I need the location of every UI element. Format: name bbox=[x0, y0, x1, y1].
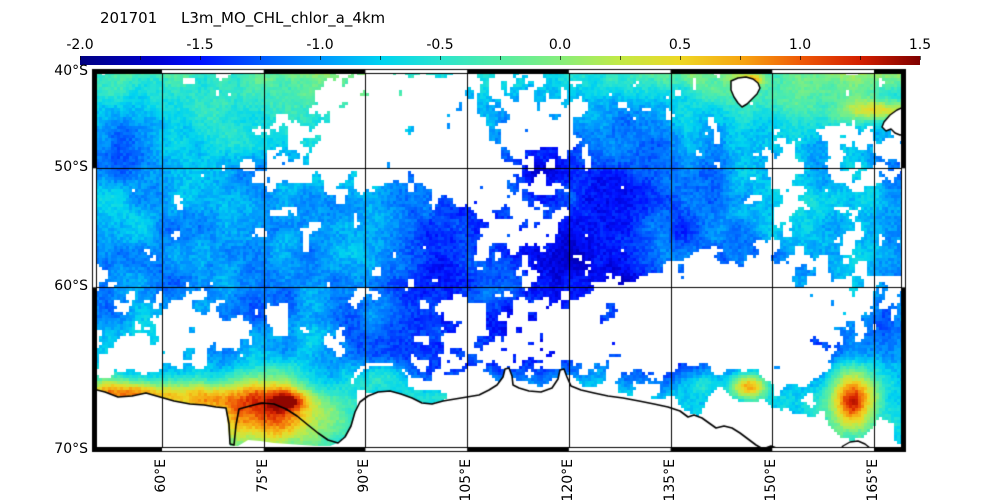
lon-label: 75°E bbox=[254, 459, 271, 493]
lon-label: 135°E bbox=[661, 459, 678, 500]
lat-label: 40°S bbox=[54, 63, 88, 79]
colorbar-minor-tick bbox=[140, 56, 141, 60]
lat-label: 70°S bbox=[54, 441, 88, 457]
title-product: L3m_MO_CHL_chlor_a_4km bbox=[181, 9, 386, 27]
colorbar-minor-tick bbox=[620, 56, 621, 60]
lat-label: 50°S bbox=[54, 159, 88, 176]
title-period: 201701 bbox=[100, 9, 158, 27]
colorbar-minor-tick bbox=[920, 56, 921, 60]
colorbar-minor-tick bbox=[560, 56, 561, 60]
colorbar-minor-tick bbox=[320, 56, 321, 60]
colorbar-tick-label: -1.0 bbox=[306, 37, 334, 53]
colorbar bbox=[80, 56, 920, 65]
lon-label: 150°E bbox=[763, 459, 780, 500]
lon-label: 90°E bbox=[356, 459, 373, 493]
colorbar-minor-tick bbox=[800, 56, 801, 60]
lon-label: 60°E bbox=[153, 459, 169, 493]
colorbar-minor-tick bbox=[500, 56, 501, 60]
colorbar-minor-tick bbox=[80, 56, 81, 60]
colorbar-minor-tick bbox=[860, 56, 861, 60]
colorbar-tick-label: 1.5 bbox=[908, 37, 932, 53]
colorbar-minor-tick bbox=[200, 56, 201, 60]
colorbar-tick-label: 0.5 bbox=[668, 37, 692, 53]
colorbar-tick-label: 1.0 bbox=[788, 37, 812, 53]
colorbar-minor-tick bbox=[680, 56, 681, 60]
colorbar-minor-tick bbox=[440, 56, 441, 60]
colorbar-tick-label: -2.0 bbox=[66, 37, 94, 53]
lon-label: 105°E bbox=[458, 459, 475, 500]
colorbar-minor-tick bbox=[260, 56, 261, 60]
colorbar-minor-tick bbox=[740, 56, 741, 60]
lon-label: 120°E bbox=[559, 459, 576, 500]
colorbar-tick-label: 0.0 bbox=[548, 37, 572, 53]
colorbar-minor-tick bbox=[380, 56, 381, 60]
colorbar-tick-label: -1.5 bbox=[186, 37, 214, 53]
lat-label: 60°S bbox=[54, 278, 88, 295]
colorbar-tick-label: -0.5 bbox=[426, 37, 454, 53]
lon-label: 165°E bbox=[865, 459, 881, 500]
